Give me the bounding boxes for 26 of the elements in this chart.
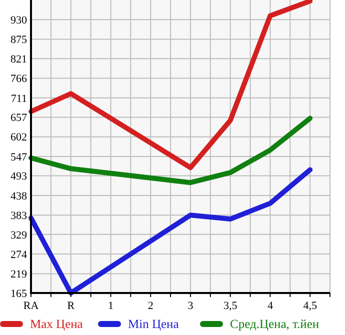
y-tick-label: 766	[10, 73, 28, 86]
y-tick-label: 547	[10, 151, 28, 164]
x-tick-label: 3	[188, 300, 194, 312]
y-tick-label: 274	[10, 248, 28, 261]
y-tick-label: 930	[10, 14, 28, 26]
y-tick-label: 875	[10, 34, 28, 46]
x-tick-label: 4,5	[303, 300, 318, 312]
y-tick-label: 329	[10, 229, 28, 242]
x-tick-label: 3,5	[223, 300, 238, 312]
y-tick-label: 438	[10, 190, 28, 202]
x-tick-label: 2	[148, 300, 154, 312]
legend-label: Min Цена	[128, 317, 180, 331]
y-tick-label: 821	[10, 53, 27, 66]
y-tick-label: 165	[10, 288, 28, 300]
y-tick-label: 711	[10, 92, 27, 105]
y-tick-label: 383	[10, 210, 28, 222]
x-tick-label: 4	[267, 300, 274, 312]
x-tick-label: RA	[23, 300, 39, 312]
y-tick-label: 493	[10, 170, 28, 183]
x-tick-label: R	[67, 300, 76, 312]
y-tick-label: 657	[10, 112, 28, 124]
legend-label: Сред.Цена, т.йен	[230, 317, 320, 331]
y-tick-label: 219	[10, 268, 28, 281]
y-tick-label: 602	[10, 132, 27, 144]
x-tick-label: 1	[108, 300, 114, 312]
legend-label: Max Цена	[30, 317, 84, 331]
